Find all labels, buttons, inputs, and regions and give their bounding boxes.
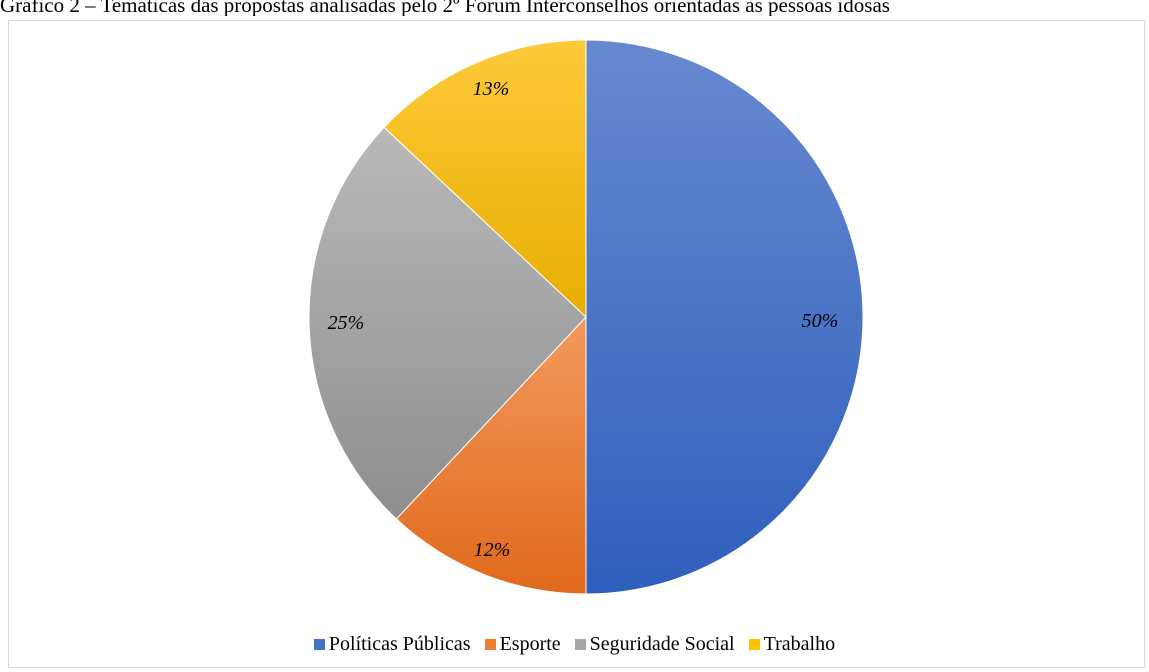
legend-label: Esporte — [499, 632, 561, 655]
legend-item: Trabalho — [748, 632, 836, 656]
legend-swatch — [484, 638, 496, 650]
legend-item: Políticas Públicas — [313, 632, 471, 656]
chart-legend: Políticas Públicas Esporte Seguridade Soci… — [0, 628, 1149, 660]
chart-frame — [8, 20, 1145, 668]
slice-data-label: 50% — [802, 310, 839, 332]
legend-item: Esporte — [484, 632, 561, 656]
legend-label: Trabalho — [763, 632, 836, 655]
legend-item: Seguridade Social — [574, 632, 735, 656]
legend-swatch — [313, 638, 325, 650]
legend-swatch — [748, 638, 760, 650]
pie-slice-seguridade-social — [308, 126, 587, 520]
slice-data-label: 12% — [474, 539, 511, 561]
legend-label: Políticas Públicas — [328, 632, 471, 655]
pie-slice-pol-ticas-p-blicas — [585, 39, 864, 595]
slice-data-label: 13% — [473, 78, 510, 100]
chart-title: Gráfico 2 – Temáticas das propostas anal… — [0, 0, 890, 16]
pie-slice-esporte — [395, 315, 587, 595]
slice-data-label: 25% — [328, 312, 365, 334]
pie-slice-trabalho — [383, 39, 587, 319]
legend-label: Seguridade Social — [589, 632, 735, 655]
legend-swatch — [574, 638, 586, 650]
